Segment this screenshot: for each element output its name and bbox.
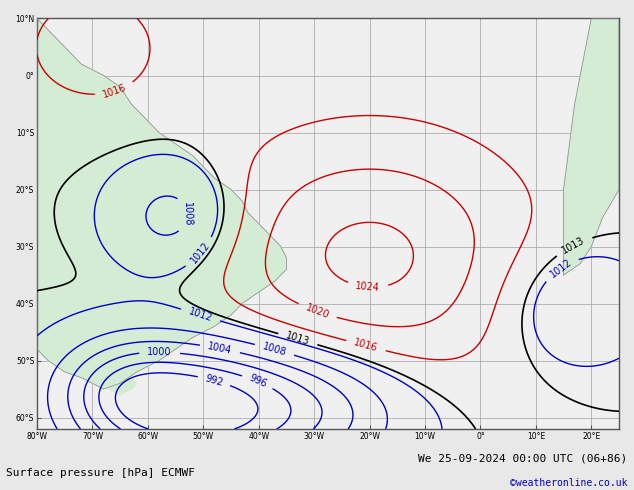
Text: 1012: 1012 (189, 240, 212, 266)
Polygon shape (65, 361, 137, 395)
Polygon shape (37, 19, 287, 389)
Text: We 25-09-2024 00:00 UTC (06+86): We 25-09-2024 00:00 UTC (06+86) (418, 453, 628, 463)
Text: 1012: 1012 (187, 307, 214, 324)
Text: 1016: 1016 (101, 82, 128, 100)
Text: 1024: 1024 (355, 281, 380, 293)
Text: 992: 992 (204, 373, 224, 388)
Text: 1020: 1020 (304, 302, 330, 320)
Text: 1016: 1016 (353, 338, 379, 354)
Text: 996: 996 (247, 373, 268, 390)
Polygon shape (103, 378, 131, 389)
Polygon shape (564, 19, 619, 275)
Text: 1000: 1000 (147, 347, 172, 357)
Text: ©weatheronline.co.uk: ©weatheronline.co.uk (510, 478, 628, 488)
Text: Surface pressure [hPa] ECMWF: Surface pressure [hPa] ECMWF (6, 468, 195, 478)
Text: 1004: 1004 (207, 341, 233, 356)
Text: 1012: 1012 (548, 257, 574, 279)
Text: 1013: 1013 (560, 235, 587, 256)
Text: 1008: 1008 (261, 342, 288, 358)
Text: 1008: 1008 (181, 202, 192, 227)
Text: 1013: 1013 (285, 331, 311, 347)
